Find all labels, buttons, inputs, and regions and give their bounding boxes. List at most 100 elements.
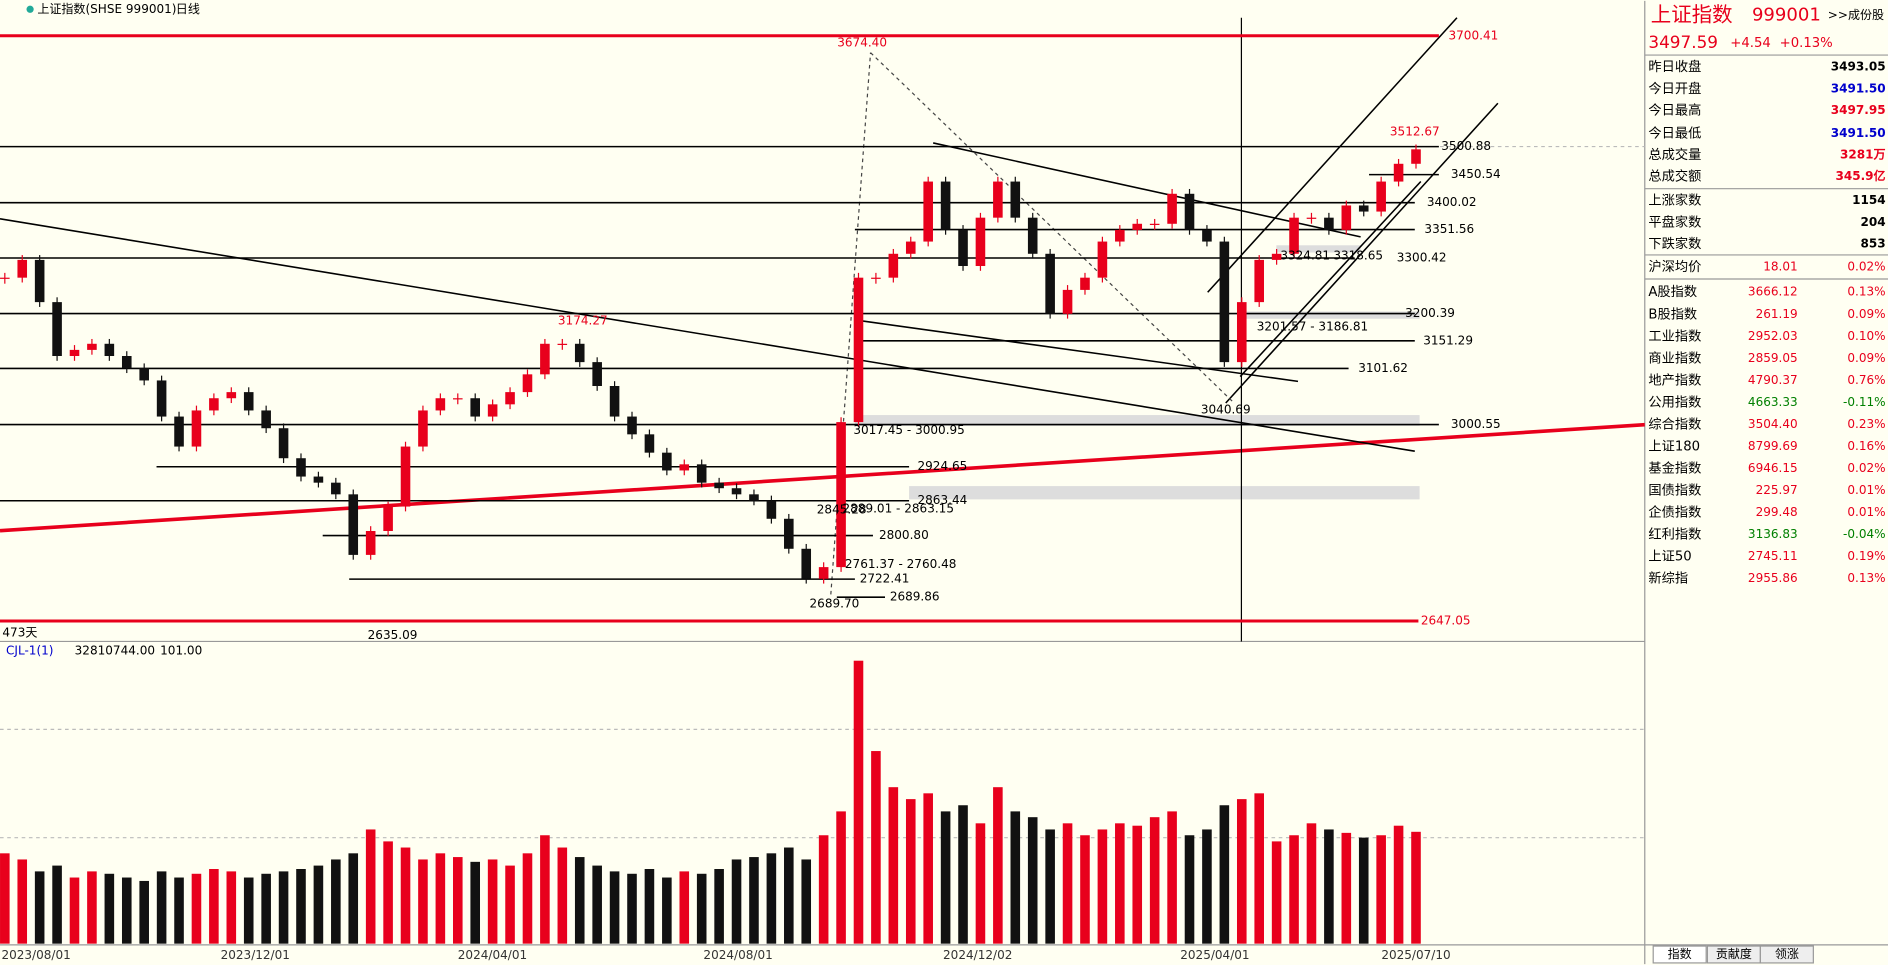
candle-body [34,259,45,303]
candle-body [801,548,812,579]
status-dot [26,5,34,13]
index-label[interactable]: 商业指数 [1648,350,1701,366]
index-pct: 0.13% [1847,571,1885,585]
volume-bar [505,865,515,944]
annotation: 3174.27 [558,314,608,328]
stat-value: 204 [1860,215,1885,229]
date-label: 2023/12/01 [221,948,290,962]
annotation: 3318.65 [1333,249,1383,263]
stat-label: 昨日收盘 [1648,58,1701,75]
index-value: 3136.83 [1748,527,1798,541]
volume-bar [139,880,149,944]
stat-value: 3497.95 [1831,103,1886,117]
candle-body [243,392,254,411]
tab-label[interactable]: 领涨 [1775,946,1799,961]
candle-body [0,277,10,279]
candle-body [505,392,515,405]
candle-body [522,374,533,393]
index-pct: 0.02% [1847,461,1885,475]
annotation: 2889.01 - 2863.15 [842,501,953,515]
volume-bar [365,829,376,944]
candle-body [940,181,951,230]
candle-body [766,500,777,519]
volume-bar [209,869,219,944]
index-label[interactable]: 地产指数 [1648,372,1701,388]
annotation: 3201.57 - 3186.81 [1257,320,1369,334]
period-selector[interactable]: 日线 [176,2,200,16]
candle-body [1358,205,1369,212]
index-label[interactable]: 综合指数 [1648,416,1701,432]
level-label: 3351.56 [1424,222,1474,236]
stat-value: 3491.50 [1831,126,1886,140]
volume-bar [296,869,306,944]
tab-label[interactable]: 贡献度 [1716,946,1752,961]
candle-body [662,452,672,471]
index-pct: 0.76% [1847,373,1885,387]
candle-body [1202,229,1212,242]
candle-body [1097,241,1108,278]
index-label[interactable]: 新综指 [1648,571,1688,587]
indicator-name[interactable]: CJL-1(1) [6,644,53,658]
candle-body [592,362,602,387]
volume-bar [1271,841,1282,944]
stat-value: 3491.50 [1831,81,1886,95]
trend-line [0,422,1645,533]
level-label: 2689.86 [890,590,940,604]
index-label[interactable]: 企债指数 [1648,504,1701,521]
candle-body [1341,205,1352,230]
index-label[interactable]: 红利指数 [1648,527,1701,543]
stat-value: 3493.05 [1831,60,1886,74]
stat-label: 平盘家数 [1648,213,1701,230]
candle-body [1027,217,1038,254]
volume-bar [52,865,62,944]
tab[interactable] [1759,945,1814,964]
index-label[interactable]: 公用指数 [1648,394,1701,410]
candle-body [871,277,881,279]
components-link[interactable]: >>成份股 [1828,8,1884,22]
index-label[interactable]: 上证180 [1648,438,1700,454]
volume-bar [226,871,237,944]
volume-bar [1027,817,1038,944]
quote-price: 3497.59 [1648,32,1718,52]
candle-body [749,494,759,501]
channel-line [1225,102,1499,404]
volume-bar [836,811,846,944]
annotation: 3040.69 [1201,403,1251,417]
index-label[interactable]: 工业指数 [1648,328,1701,344]
tab[interactable] [1652,945,1707,964]
candle-body [383,506,393,531]
candle-body [400,446,411,507]
candle-body [87,343,97,350]
volume-bar [1080,835,1090,944]
index-value: 18.01 [1763,259,1797,273]
volume-bar [1167,811,1177,944]
index-value: 261.19 [1756,307,1798,321]
index-label[interactable]: B股指数 [1648,306,1697,322]
index-label[interactable]: 基金指数 [1648,461,1701,477]
candle-body [296,458,306,477]
index-pct: 0.09% [1847,351,1885,365]
volume-bar [1324,829,1334,944]
tab-label[interactable]: 指数 [1668,946,1692,961]
candle-body [1045,253,1055,314]
index-label[interactable]: A股指数 [1648,284,1697,300]
volume-bar [17,859,28,944]
level-label: 3300.42 [1397,250,1447,264]
index-label[interactable]: 上证50 [1648,549,1691,565]
index-label[interactable]: 国债指数 [1648,483,1701,499]
stat-value: 3281万 [1840,147,1886,161]
stat-label: 今日最高 [1648,101,1701,118]
quote-name: 上证指数 [1651,2,1733,26]
volume-bar [696,873,707,944]
candle-body [853,277,864,423]
date-label: 2025/07/10 [1381,948,1450,962]
candle-body [365,530,376,555]
volume-bar [1045,829,1055,944]
index-value: 3666.12 [1748,285,1798,299]
trend-line [854,319,1299,383]
stat-label: 上涨家数 [1648,192,1701,209]
index-pct: 0.10% [1847,329,1885,343]
candle-body [331,482,341,495]
volume-bar [923,793,933,944]
volume-bar [574,857,585,944]
